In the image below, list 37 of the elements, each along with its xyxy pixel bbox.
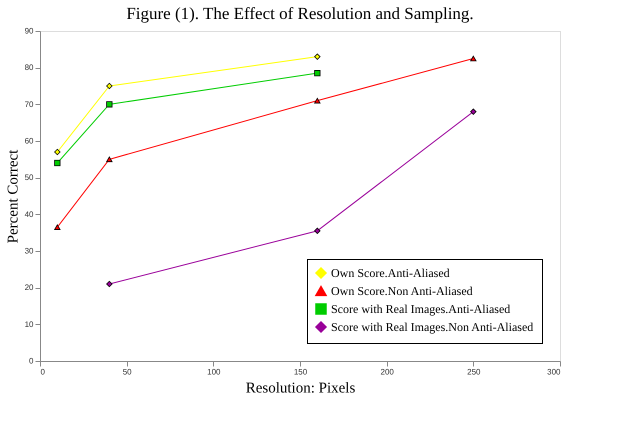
- x-tick-label: 150: [294, 368, 308, 376]
- x-tick-label: 200: [380, 368, 394, 376]
- x-tick-label: 300: [547, 368, 562, 376]
- point: [314, 228, 320, 234]
- legend-label: Score with Real Images.Non Anti-Aliased: [331, 320, 534, 334]
- y-axis-title: Percent Correct: [6, 148, 22, 244]
- point: [106, 82, 112, 90]
- y-tick-label: 40: [24, 210, 34, 219]
- legend-label: Score with Real Images.Anti-Aliased: [331, 302, 510, 316]
- y-tick-label: 30: [24, 246, 34, 256]
- point: [106, 156, 112, 162]
- point: [54, 224, 60, 230]
- y-tick-label: 90: [24, 26, 34, 36]
- point: [470, 108, 476, 115]
- point: [54, 148, 60, 156]
- x-tick-label: 0: [40, 368, 46, 376]
- y-tick-label: 50: [24, 173, 34, 182]
- y-tick-label: 20: [24, 283, 34, 292]
- point: [314, 54, 320, 60]
- y-tick-label: 0: [29, 356, 34, 366]
- point: [54, 160, 60, 166]
- point: [106, 280, 112, 288]
- legend-label: Own Score.Anti-Aliased: [331, 266, 450, 280]
- x-axis-title: Resolution: Pixels: [246, 380, 356, 396]
- point: [106, 101, 112, 108]
- point: [314, 98, 320, 104]
- point: [314, 70, 320, 76]
- x-tick-label: 100: [207, 368, 222, 376]
- chart-title: Figure (1). The Effect of Resolution and Sampling.: [126, 4, 474, 23]
- y-tick-label: 70: [24, 100, 34, 109]
- point: [470, 56, 476, 62]
- legend-label: Own Score.Non Anti-Aliased: [331, 284, 473, 298]
- y-tick-label: 10: [24, 320, 34, 329]
- x-tick-label: 250: [467, 368, 482, 376]
- y-tick-label: 80: [24, 63, 34, 72]
- x-tick-label: 50: [122, 368, 132, 376]
- y-tick-label: 60: [24, 136, 34, 146]
